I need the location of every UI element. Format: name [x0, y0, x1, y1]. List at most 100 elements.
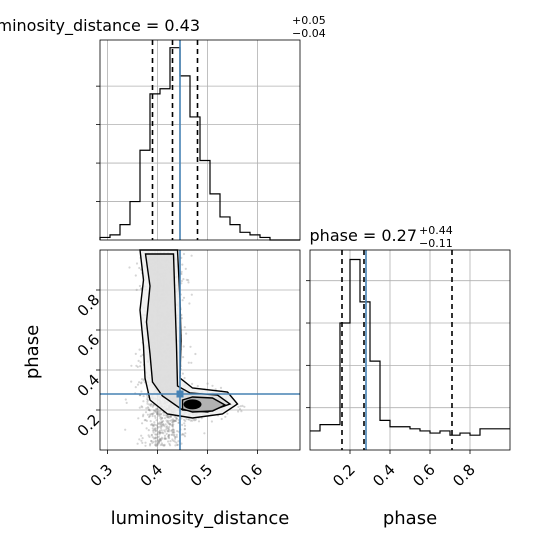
joint-sample-point: [151, 414, 154, 418]
joint-sample-point: [184, 419, 187, 423]
joint-xtick-label: 0.3: [87, 461, 117, 491]
joint-sample-point: [154, 429, 157, 432]
joint-sample-point: [154, 437, 158, 440]
ld-axis-label: luminosity_distance: [111, 508, 290, 529]
joint-sample-point: [172, 423, 175, 426]
joint-sample-point: [175, 417, 178, 420]
joint-sample-point: [171, 424, 174, 427]
joint-sample-point: [156, 427, 159, 430]
joint-sample-point: [156, 443, 159, 446]
joint-sample-point: [136, 365, 139, 368]
joint-sample-point: [157, 439, 161, 443]
joint-xticks: 0.3 0.4 0.5 0.6: [87, 450, 266, 491]
joint-sample-point: [172, 428, 175, 431]
joint-sample-point: [172, 434, 176, 437]
joint-sample-point: [181, 432, 184, 436]
joint-sample-point: [171, 431, 174, 434]
joint-sample-point: [240, 410, 243, 413]
joint-sample-point: [157, 439, 160, 442]
joint-sample-point: [180, 417, 183, 420]
joint-sample-point: [156, 411, 159, 414]
joint-sample-point: [167, 440, 170, 443]
joint-sample-point: [163, 444, 166, 447]
joint-sample-point: [159, 431, 162, 434]
joint-panel: 0.3 0.4 0.5 0.6 0.2 0.4 0.6 0.8: [74, 249, 301, 491]
joint-sample-point: [183, 424, 187, 427]
joint-sample-point: [162, 444, 165, 447]
joint-sample-point: [150, 440, 153, 443]
joint-sample-point: [154, 411, 157, 414]
joint-sample-point: [158, 438, 161, 442]
joint-ytick-label: 0.6: [74, 331, 104, 361]
joint-sample-point: [158, 440, 161, 444]
joint-sample-point: [162, 432, 165, 435]
joint-ytick-label: 0.2: [74, 411, 104, 441]
phase-marginal-frame: [309, 249, 511, 451]
joint-sample-point: [138, 266, 141, 270]
joint-grid: [100, 250, 300, 450]
joint-sample-point: [194, 418, 197, 421]
joint-sample-point: [144, 444, 147, 447]
joint-sample-point: [167, 421, 170, 424]
joint-sample-point: [206, 382, 209, 385]
joint-sample-point: [172, 419, 175, 422]
joint-sample-point: [163, 429, 166, 432]
joint-sample-point: [157, 442, 160, 445]
joint-sample-point: [140, 381, 143, 384]
joint-sample-point: [168, 433, 171, 436]
joint-sample-point: [163, 437, 166, 440]
joint-sample-point: [237, 405, 240, 408]
joint-sample-point: [180, 433, 183, 436]
joint-sample-point: [166, 430, 169, 433]
joint-sample-point: [226, 412, 229, 415]
joint-sample-point: [182, 345, 185, 348]
joint-sample-point: [160, 424, 163, 427]
joint-sample-point: [174, 444, 177, 447]
joint-sample-point: [172, 429, 176, 432]
joint-sample-point: [171, 433, 174, 436]
phase-xtick-label: 0.2: [329, 461, 359, 491]
phase-xtick-label: 0.6: [409, 461, 439, 491]
joint-sample-point: [160, 412, 163, 415]
phase-axis-label: phase: [383, 508, 437, 529]
joint-sample-point: [156, 436, 159, 439]
joint-sample-point: [140, 434, 143, 437]
joint-sample-point: [220, 417, 223, 421]
joint-sample-point: [140, 382, 143, 385]
joint-sample-point: [157, 422, 160, 425]
joint-sample-point: [155, 407, 158, 410]
joint-sample-point: [197, 420, 201, 423]
joint-sample-point: [154, 440, 157, 443]
joint-ytick-label: 0.4: [74, 371, 104, 401]
joint-sample-point: [158, 413, 161, 416]
joint-sample-point: [151, 405, 154, 408]
joint-sample-point: [163, 417, 167, 420]
joint-xtick-label: 0.5: [187, 461, 217, 491]
joint-sample-point: [183, 427, 186, 431]
joint-sample-point: [169, 415, 172, 418]
joint-sample-point: [151, 424, 155, 427]
joint-sample-point: [138, 381, 141, 384]
joint-sample-point: [173, 440, 176, 443]
joint-sample-point: [149, 442, 152, 446]
joint-sample-point: [187, 418, 190, 421]
joint-sample-point: [151, 427, 154, 430]
joint-sample-point: [171, 421, 174, 424]
joint-sample-point: [157, 414, 161, 417]
joint-sample-point: [174, 436, 177, 439]
joint-sample-point: [135, 364, 138, 367]
joint-sample-point: [214, 388, 217, 391]
joint-sample-point: [169, 415, 172, 418]
phase-title-main: phase = 0.27: [310, 226, 417, 245]
joint-sample-point: [155, 424, 159, 427]
phase-histogram: [310, 258, 510, 436]
joint-sample-point: [164, 414, 167, 417]
joint-sample-point: [159, 415, 162, 418]
joint-sample-point: [146, 406, 149, 409]
joint-sample-point: [149, 403, 152, 406]
joint-sample-point: [155, 444, 158, 448]
joint-sample-point: [211, 384, 214, 387]
joint-sample-point: [167, 419, 170, 422]
joint-sample-point: [181, 263, 184, 266]
joint-sample-point: [188, 418, 191, 421]
